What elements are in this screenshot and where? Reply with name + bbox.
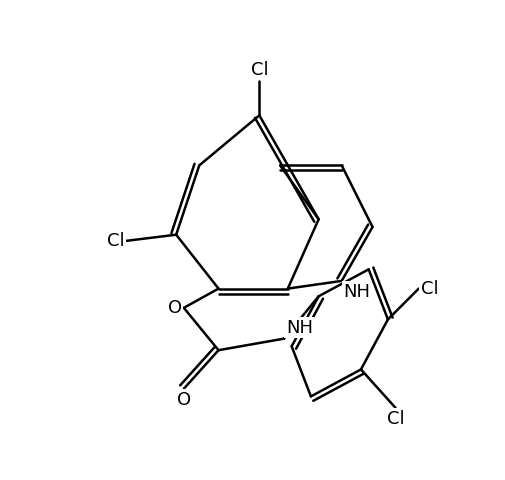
Text: NH: NH <box>285 319 312 337</box>
Text: Cl: Cl <box>420 279 437 298</box>
Text: NH: NH <box>343 283 370 301</box>
Text: O: O <box>176 391 190 408</box>
Text: Cl: Cl <box>107 232 124 250</box>
Text: Cl: Cl <box>250 61 268 79</box>
Text: Cl: Cl <box>386 410 403 428</box>
Text: O: O <box>168 299 182 317</box>
